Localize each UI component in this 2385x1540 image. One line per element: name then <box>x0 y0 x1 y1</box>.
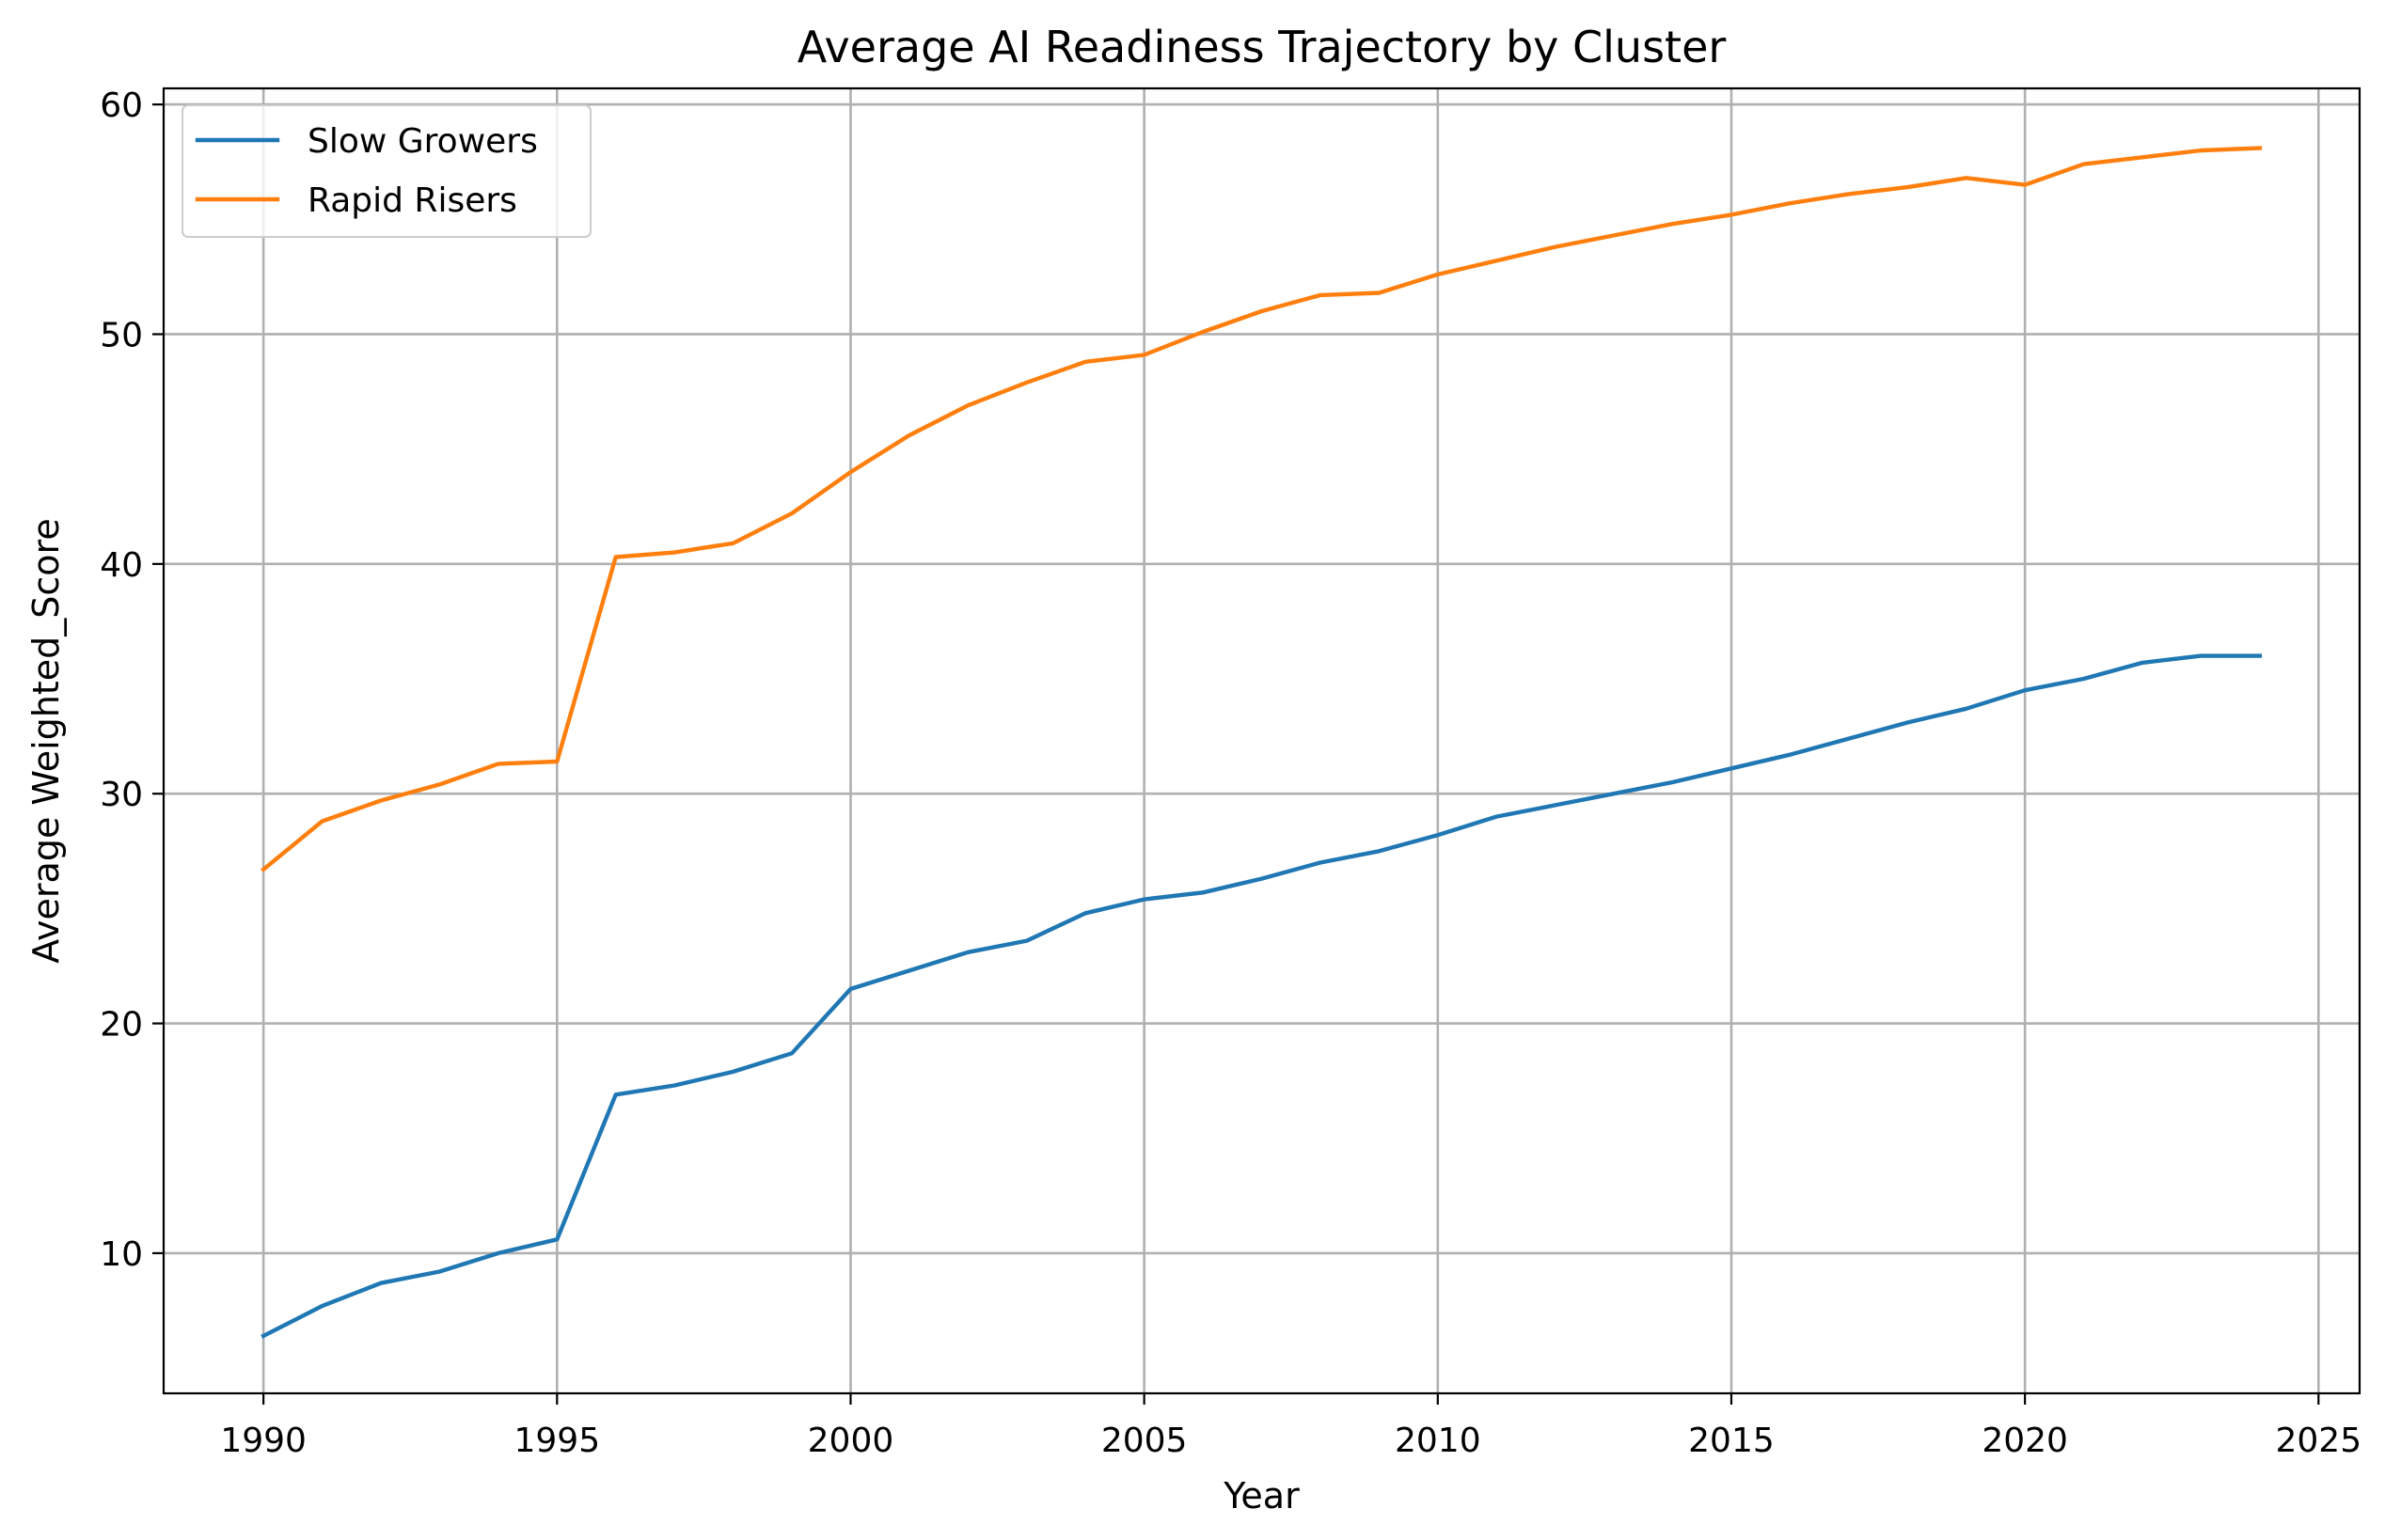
series-line-slow-growers <box>261 653 2263 1339</box>
legend-box <box>182 104 592 238</box>
y-tick-label: 40 <box>100 546 143 585</box>
grid <box>164 88 2360 1393</box>
x-tick-label: 2010 <box>1395 1422 1481 1460</box>
y-axis-label: Average Weighted_Score <box>25 518 67 963</box>
series-line-rapid-risers <box>261 146 2263 872</box>
y-tick-label: 50 <box>100 316 143 354</box>
x-axis-label: Year <box>1223 1475 1300 1516</box>
legend-label-slow-growers: Slow Growers <box>308 122 538 161</box>
x-tick-label: 2025 <box>2275 1422 2361 1460</box>
x-tick-label: 2000 <box>808 1422 894 1460</box>
x-tick-label: 2015 <box>1688 1422 1775 1460</box>
plot-area-frame <box>162 86 2361 1395</box>
x-tick-label: 1990 <box>220 1422 307 1460</box>
y-tick-label: 30 <box>100 776 143 814</box>
x-tick-label: 2005 <box>1101 1422 1188 1460</box>
chart-title: Average AI Readiness Trajectory by Clust… <box>798 22 1727 72</box>
legend-label-rapid-risers: Rapid Risers <box>308 181 517 220</box>
y-tick-label: 10 <box>100 1235 143 1274</box>
x-tick-label: 2020 <box>1982 1422 2068 1460</box>
legend: Slow Growers Rapid Risers <box>182 104 592 238</box>
x-axis-ticks: 1990 1995 2000 2005 2010 2015 2020 2025 <box>220 1393 2361 1460</box>
series-group <box>261 146 2263 1339</box>
y-axis-ticks: 10 20 30 40 50 60 <box>100 86 164 1274</box>
y-tick-label: 60 <box>100 86 143 125</box>
x-tick-label: 1995 <box>513 1422 600 1460</box>
y-tick-label: 20 <box>100 1006 143 1045</box>
